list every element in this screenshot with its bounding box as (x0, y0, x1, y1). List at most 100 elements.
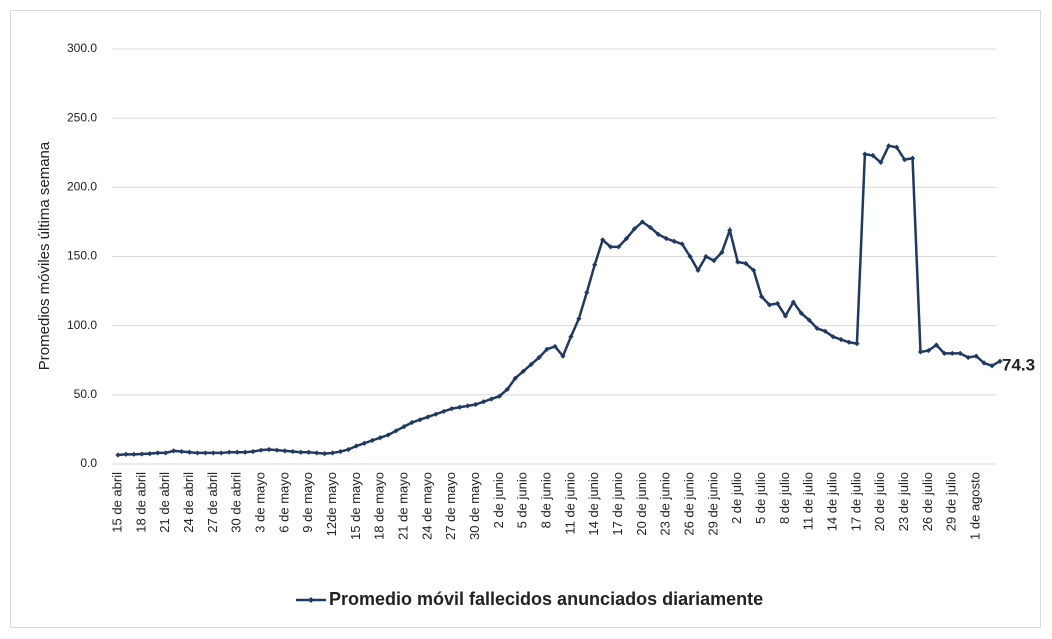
data-point (353, 443, 359, 449)
data-point (345, 446, 352, 453)
x-tick-label: 2 de junio (491, 472, 506, 528)
data-point (830, 334, 836, 340)
x-tick-label: 26 de junio (682, 472, 697, 536)
data-point (512, 375, 518, 381)
x-tick-label: 21 de abril (157, 472, 172, 533)
data-point (703, 253, 709, 260)
y-tick-label: 150.0 (67, 249, 97, 263)
x-tick-label: 11 de junio (562, 472, 577, 535)
data-point (385, 432, 391, 438)
data-point (329, 450, 336, 456)
data-point (139, 451, 145, 457)
x-tick-label: 27 de mayo (443, 472, 458, 540)
data-point (727, 227, 733, 233)
data-point (226, 449, 232, 455)
data-point (973, 353, 979, 359)
x-tick-label: 29 de junio (705, 472, 720, 536)
y-tick-label: 50.0 (74, 387, 98, 401)
data-point (647, 224, 653, 231)
data-point (687, 253, 693, 260)
x-tick-label: 29 de julio (944, 472, 959, 531)
data-point (576, 316, 582, 322)
data-point (631, 226, 638, 232)
data-point (862, 151, 868, 157)
x-tick-label: 8 de junio (538, 472, 553, 528)
data-point (441, 408, 447, 415)
data-point (806, 317, 812, 323)
data-point (949, 350, 955, 356)
data-point (878, 159, 884, 166)
data-point (663, 235, 669, 242)
data-point (798, 310, 804, 316)
data-point (639, 219, 645, 225)
data-point (457, 404, 463, 410)
x-tick-label: 17 de julio (848, 472, 863, 531)
data-point (909, 155, 916, 161)
data-point (965, 354, 971, 361)
data-point (592, 262, 598, 268)
x-tick-label: 11 de julio (801, 472, 816, 530)
data-point (655, 231, 661, 237)
x-tick-label: 24 de mayo (419, 472, 434, 540)
x-tick-label: 21 de mayo (395, 472, 410, 540)
data-point (171, 448, 177, 454)
x-tick-label: 8 de julio (777, 472, 792, 524)
data-point (274, 447, 280, 453)
data-point (194, 450, 201, 456)
data-point (584, 289, 590, 296)
data-point (814, 325, 820, 332)
data-point (695, 267, 701, 273)
data-point (902, 157, 908, 163)
data-point (615, 244, 622, 250)
data-point (782, 313, 789, 319)
data-point (123, 451, 129, 457)
data-point (679, 241, 685, 247)
data-point (560, 353, 566, 359)
data-point (846, 339, 852, 345)
data-point (393, 428, 399, 434)
x-tick-label: 18 de abril (133, 472, 148, 533)
data-point (266, 446, 272, 453)
x-tick-label: 20 de julio (872, 472, 887, 531)
data-point (528, 361, 534, 367)
x-tick-label: 24 de abril (181, 472, 196, 533)
legend-label: Promedio móvil fallecidos anunciados dia… (329, 589, 763, 609)
data-point (290, 448, 296, 455)
data-point (870, 152, 876, 159)
data-point (369, 437, 375, 444)
x-tick-label: 5 de julio (753, 472, 768, 524)
y-tick-label: 100.0 (67, 318, 97, 332)
data-point (417, 417, 423, 423)
legend-marker (308, 597, 314, 603)
data-point (790, 299, 796, 305)
data-label: 74.3 (1002, 355, 1035, 374)
y-axis-label: Promedios móviles última semana (36, 141, 53, 370)
x-tick-label: 27 de abril (205, 472, 220, 533)
data-point (115, 452, 121, 458)
data-point (321, 451, 328, 457)
x-tick-label: 23 de junio (658, 472, 673, 536)
data-point (838, 336, 844, 343)
data-point (401, 424, 407, 430)
data-point (147, 451, 153, 457)
data-point (178, 448, 185, 455)
data-point (719, 249, 725, 255)
data-point (568, 334, 574, 340)
data-point (449, 406, 455, 412)
data-point (822, 328, 828, 334)
data-point (766, 302, 773, 308)
x-tick-label: 15 de mayo (348, 472, 363, 540)
data-point (623, 235, 630, 242)
data-point (917, 349, 924, 355)
data-point (957, 350, 963, 356)
data-point (600, 237, 606, 243)
data-point (854, 341, 860, 347)
x-tick-label: 3 de mayo (252, 472, 267, 533)
data-point (465, 403, 471, 409)
data-point (711, 258, 717, 264)
x-tick-label: 12de mayo (324, 472, 339, 536)
data-point (671, 238, 677, 244)
data-point (234, 449, 240, 455)
data-point (894, 144, 900, 150)
